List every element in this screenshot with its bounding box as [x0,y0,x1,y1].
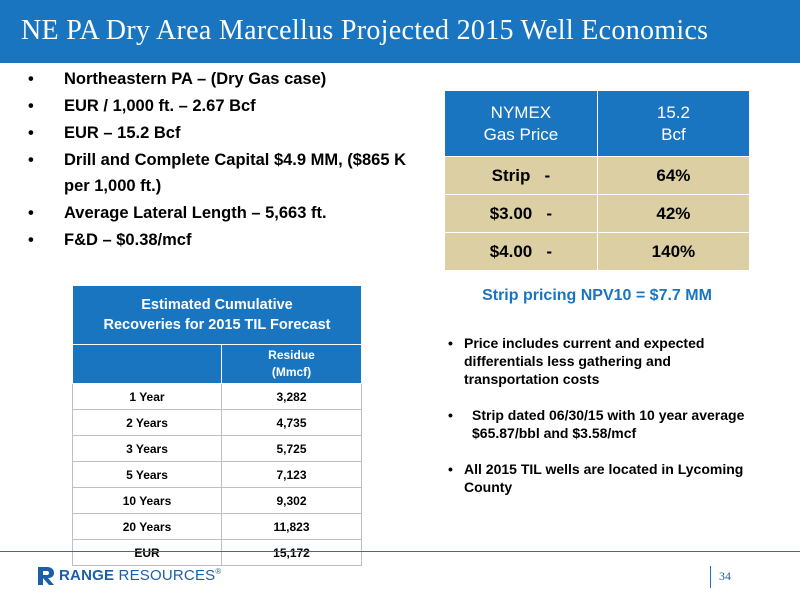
table-row: EUR 15,172 [72,539,362,566]
bullet-icon: • [28,231,34,249]
page-title: NE PA Dry Area Marcellus Projected 2015 … [21,15,709,46]
bcf-col-header-line1: 15.2 [656,103,690,122]
price-table-row: $3.00 - 42% [444,194,751,233]
period-cell: 1 Year [72,383,222,410]
note-item: • All 2015 TIL wells are located in Lycom… [446,460,766,496]
residue-cell: 5,725 [221,435,362,462]
period-cell: 3 Years [72,435,222,462]
table-row: 1 Year 3,282 [72,383,362,410]
recoveries-table-column-header-row: Residue (Mmcf) [72,344,362,384]
price-table-header: NYMEX Gas Price 15.2 Bcf [444,90,751,157]
bullet-icon: • [448,461,453,477]
price-table-row: $4.00 - 140% [444,232,751,271]
residue-cell: 3,282 [221,383,362,410]
return-cell: 42% [596,194,751,233]
bullet-text: Average Lateral Length – 5,663 ft. [64,204,327,222]
residue-header-line1: Residue [268,348,315,362]
period-cell: 2 Years [72,409,222,436]
bullet-icon: • [28,70,34,88]
title-bar: NE PA Dry Area Marcellus Projected 2015 … [0,0,800,63]
brand-name-rest: RESOURCES [114,567,216,584]
recoveries-title-line1: Estimated Cumulative [141,297,293,313]
bullet-text: EUR – 15.2 Bcf [64,124,181,142]
bullet-item: • EUR / 1,000 ft. – 2.67 Bcf [22,93,422,119]
residue-cell: 11,823 [221,513,362,540]
bullet-text: EUR / 1,000 ft. – 2.67 Bcf [64,97,256,115]
registered-mark: ® [215,567,222,576]
table-row: 10 Years 9,302 [72,487,362,514]
residue-col-header: Residue (Mmcf) [221,344,362,384]
bcf-col-header-line2: Bcf [661,125,686,144]
period-cell: 10 Years [72,487,222,514]
page-number-divider [710,566,711,588]
table-row: 3 Years 5,725 [72,435,362,462]
residue-cell: 15,172 [221,539,362,566]
note-text: Price includes current and expected diff… [464,335,705,387]
price-col-header-line2: Gas Price [483,125,559,144]
recoveries-title-line2: Recoveries for 2015 TIL Forecast [103,317,331,333]
bullet-item: • F&D – $0.38/mcf [22,227,422,253]
price-table-row: Strip - 64% [444,156,751,195]
range-logo-mark-icon [38,567,54,585]
footer-divider [0,551,800,552]
bcf-col-header: 15.2 Bcf [596,90,751,157]
bullet-icon: • [28,124,34,142]
bullet-item: • Drill and Complete Capital $4.9 MM, ($8… [22,147,422,199]
bullet-icon: • [28,204,34,222]
page-number: 34 [719,569,731,583]
period-cell: 20 Years [72,513,222,540]
bullet-item: • Average Lateral Length – 5,663 ft. [22,200,422,226]
brand-name-bold: RANGE [59,567,115,584]
bullet-text: Northeastern PA – (Dry Gas case) [64,70,327,88]
return-cell: 140% [596,232,751,271]
key-facts-list: • Northeastern PA – (Dry Gas case) • EUR /… [22,66,422,254]
note-item: • Strip dated 06/30/15 with 10 year avera… [446,406,766,442]
bullet-icon: • [448,335,453,351]
note-item: • Price includes current and expected dif… [446,334,766,388]
brand-name: RANGE RESOURCES® [59,567,221,584]
recoveries-table-title: Estimated Cumulative Recoveries for 2015 … [72,285,362,345]
recoveries-table: Estimated Cumulative Recoveries for 2015 … [72,285,362,566]
period-col-header [72,344,222,384]
period-cell: 5 Years [72,461,222,488]
gas-price-table: NYMEX Gas Price 15.2 Bcf Strip - 64% $3.00… [444,90,751,271]
note-text: All 2015 TIL wells are located in Lycomi… [464,461,744,495]
price-col-header: NYMEX Gas Price [444,90,598,157]
bullet-item: • EUR – 15.2 Bcf [22,120,422,146]
notes-list: • Price includes current and expected dif… [446,334,766,514]
price-cell: $4.00 - [444,232,598,271]
note-text: Strip dated 06/30/15 with 10 year averag… [472,407,745,441]
bullet-text: Drill and Complete Capital $4.9 MM, ($86… [64,151,407,195]
residue-cell: 4,735 [221,409,362,436]
residue-header-line2: (Mmcf) [271,365,312,379]
bullet-icon: • [448,407,453,423]
bullet-item: • Northeastern PA – (Dry Gas case) [22,66,422,92]
period-cell: EUR [72,539,222,566]
price-col-header-line1: NYMEX [490,103,552,122]
residue-cell: 7,123 [221,461,362,488]
price-cell: $3.00 - [444,194,598,233]
bullet-icon: • [28,151,34,169]
npv-summary: Strip pricing NPV10 = $7.7 MM [482,287,712,304]
bullet-icon: • [28,97,34,115]
table-row: 5 Years 7,123 [72,461,362,488]
bullet-text: F&D – $0.38/mcf [64,231,192,249]
recoveries-table-title-row: Estimated Cumulative Recoveries for 2015 … [72,285,362,345]
table-row: 20 Years 11,823 [72,513,362,540]
residue-cell: 9,302 [221,487,362,514]
table-row: 2 Years 4,735 [72,409,362,436]
return-cell: 64% [596,156,751,195]
price-cell: Strip - [444,156,598,195]
